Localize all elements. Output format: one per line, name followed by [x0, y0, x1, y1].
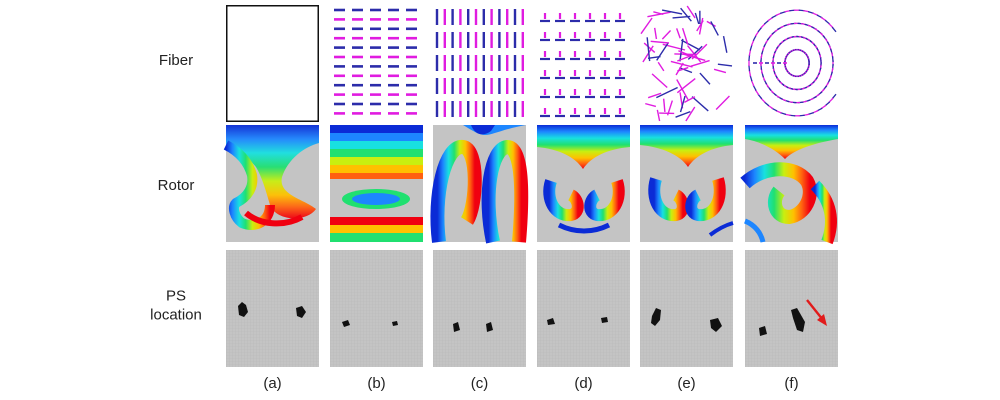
ps-panel-c: [433, 250, 526, 367]
red-arrow-icon: [806, 299, 827, 326]
row-label-rotor: Rotor: [158, 177, 195, 194]
ps-panel-e: [640, 250, 733, 367]
ps-panel-a: [226, 250, 319, 367]
column-label: (c): [471, 375, 489, 392]
rotor-panel-e: [640, 125, 734, 242]
fiber-panel-f: [745, 5, 838, 122]
ps-row: [226, 250, 838, 367]
rotor-panel-f: [740, 125, 838, 245]
rotor-panel-c: [430, 125, 529, 244]
fiber-panel-c: [433, 5, 526, 122]
row-label-ps: PS location: [150, 288, 202, 324]
fiber-panel-d: [537, 5, 630, 122]
ps-panel-d: [537, 250, 630, 367]
column-labels: (a) (b) (c) (d) (e) (f): [263, 375, 798, 392]
ps-panel-f: [745, 250, 838, 367]
ps-panel-b: [330, 250, 423, 367]
rotor-panel-d: [537, 125, 630, 242]
fiber-row: [226, 5, 838, 122]
column-label: (f): [784, 375, 798, 392]
row-label-fiber: Fiber: [159, 52, 193, 69]
column-label: (a): [263, 375, 281, 392]
column-label: (b): [367, 375, 385, 392]
row-labels: Fiber Rotor PS location: [150, 52, 202, 324]
fiber-panel-a: [226, 5, 319, 122]
column-label: (d): [574, 375, 592, 392]
rotor-row: [223, 125, 838, 245]
fiber-panel-b: [330, 5, 423, 122]
rotor-panel-a: [223, 125, 319, 242]
column-label: (e): [677, 375, 695, 392]
fiber-panel-e: [640, 5, 733, 122]
rotor-panel-b: [330, 125, 423, 242]
